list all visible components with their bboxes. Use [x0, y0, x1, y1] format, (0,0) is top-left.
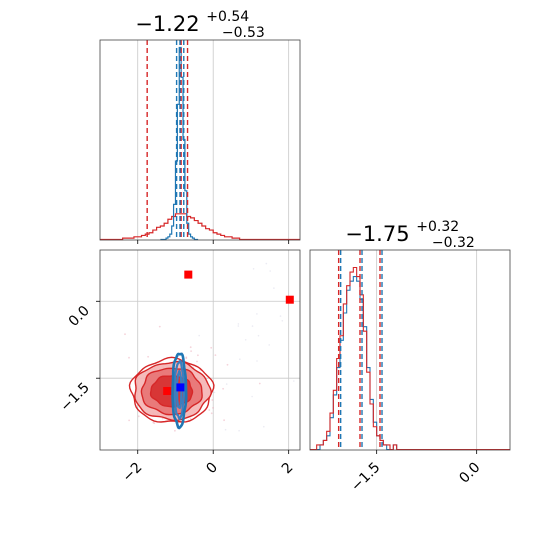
joint-scatter-dot — [213, 391, 216, 394]
joint-scatter-dot — [161, 417, 164, 420]
joint-scatter-dot — [197, 354, 199, 357]
joint-ytick-label-1: −1.5 — [57, 380, 92, 415]
joint-blue-contour-level-1 — [173, 359, 186, 421]
joint-grid — [100, 250, 300, 450]
hist2-xticks: −1.5 0.0 — [348, 450, 483, 495]
joint-scatter-dot — [210, 412, 213, 415]
joint-scatter-dot — [128, 419, 131, 422]
joint-ytick-label-0: 0.0 — [66, 303, 93, 330]
hist2-frame — [309, 249, 511, 451]
joint-scatter-dot — [268, 344, 271, 346]
hist2-title-median: −1.75 — [345, 222, 409, 246]
joint-scatter-dot — [189, 346, 192, 349]
joint-scatter-dot — [281, 320, 284, 322]
hist2-title: −1.75 +0.32 −0.32 — [345, 212, 475, 251]
hist2-grid — [376, 250, 478, 450]
joint-scatter-dot — [212, 407, 214, 409]
joint-xtick-label-2: 2 — [279, 460, 297, 478]
joint-scatter-dot — [210, 346, 213, 349]
joint-scatter-dot — [263, 425, 265, 428]
joint-scatter-dot — [174, 429, 176, 432]
joint-yticks: 0.0 −1.5 — [57, 300, 100, 415]
joint-scatter-dot — [269, 270, 272, 272]
joint-scatter-dot — [237, 323, 240, 325]
joint-scatter-dot — [185, 357, 188, 360]
joint-scatter-dot — [251, 325, 254, 327]
joint-scatter-dot — [265, 262, 268, 265]
joint-xtick-label-1: 0 — [203, 460, 221, 478]
joint-scatter-dot — [214, 354, 217, 356]
joint-scatter-dot — [256, 313, 258, 315]
joint-scatter-dot — [225, 383, 228, 385]
joint-xtick-label-0: −2 — [120, 460, 146, 486]
joint-scatter-dot — [147, 355, 150, 358]
joint-red-contour-level-0 — [128, 356, 215, 423]
joint-scatter-dot — [223, 419, 226, 422]
joint-scatter-dot — [239, 358, 241, 361]
hist2-blue-quantile-lines — [339, 250, 383, 450]
hist1-red-quantile-lines — [146, 40, 189, 240]
joint-scatter-dot — [222, 387, 225, 390]
joint-scatter-dot — [257, 334, 260, 337]
hist1-panel: −1.22 +0.54 −0.53 — [99, 2, 301, 244]
hist1-grid — [137, 40, 290, 240]
joint-scatter-dot — [211, 399, 214, 401]
joint-scatter-dot — [226, 363, 229, 366]
joint-marker-0 — [184, 270, 193, 279]
joint-panel: −2 0 2 0.0 −1.5 — [57, 249, 301, 485]
hist1-title-plus: +0.54 — [206, 9, 249, 25]
hist1-title: −1.22 +0.54 −0.53 — [135, 2, 265, 41]
joint-scatter-dot — [238, 429, 240, 432]
joint-scatter-dot — [152, 421, 155, 424]
joint-scatter-dot — [244, 339, 247, 341]
hist1-red-histogram — [100, 213, 300, 241]
joint-scatter-dot — [224, 428, 227, 431]
joint-scatter-dot — [237, 325, 240, 327]
hist1-blue-quantile-lines — [175, 40, 185, 240]
joint-scatter-dot — [273, 287, 275, 289]
hist1-title-minus: −0.53 — [222, 25, 265, 41]
hist2-title-minus: −0.32 — [432, 235, 475, 251]
hist2-red-quantile-lines — [337, 250, 381, 450]
joint-scatter-dot — [196, 360, 198, 363]
joint-marker-1 — [285, 295, 294, 304]
joint-scatter-dot — [198, 334, 200, 337]
joint-blue-contour-level-2 — [171, 352, 188, 430]
joint-scatter-dot — [185, 356, 188, 359]
hist1-blue-histogram — [160, 46, 199, 241]
joint-scatter-dot — [189, 417, 192, 420]
joint-xticks: −2 0 2 — [120, 450, 297, 485]
joint-markers — [163, 270, 294, 395]
joint-scatter-dot — [258, 382, 261, 385]
hist1-title-median: −1.22 — [135, 12, 199, 36]
joint-scatter-dot — [256, 360, 258, 362]
joint-scatter-dot — [252, 268, 255, 270]
joint-scatter-dot — [293, 380, 295, 382]
hist1-frame — [99, 39, 301, 241]
joint-scatter-dot — [137, 415, 140, 418]
joint-marker-2 — [163, 387, 172, 395]
hist2-xtick-label-0: −1.5 — [348, 460, 383, 495]
hist2-title-plus: +0.32 — [416, 219, 459, 235]
joint-scatter-dot — [190, 350, 193, 352]
hist2-panel: −1.5 0.0 −1.75 +0.32 −0.32 — [309, 212, 511, 495]
hist2-xtick-label-1: 0.0 — [456, 460, 483, 487]
joint-scatter-dot — [153, 422, 156, 425]
hist2-red-histogram — [310, 266, 510, 451]
joint-frame — [99, 249, 301, 451]
hist1-xticks — [137, 240, 290, 244]
joint-scatter-dot — [158, 325, 161, 328]
joint-scatter-dot — [128, 356, 130, 359]
joint-marker-3 — [176, 383, 185, 392]
joint-scatter-dot — [208, 409, 211, 411]
joint-scatter-dot — [279, 315, 282, 317]
joint-scatter-dot — [124, 333, 126, 336]
joint-scatter-dot — [251, 395, 253, 398]
